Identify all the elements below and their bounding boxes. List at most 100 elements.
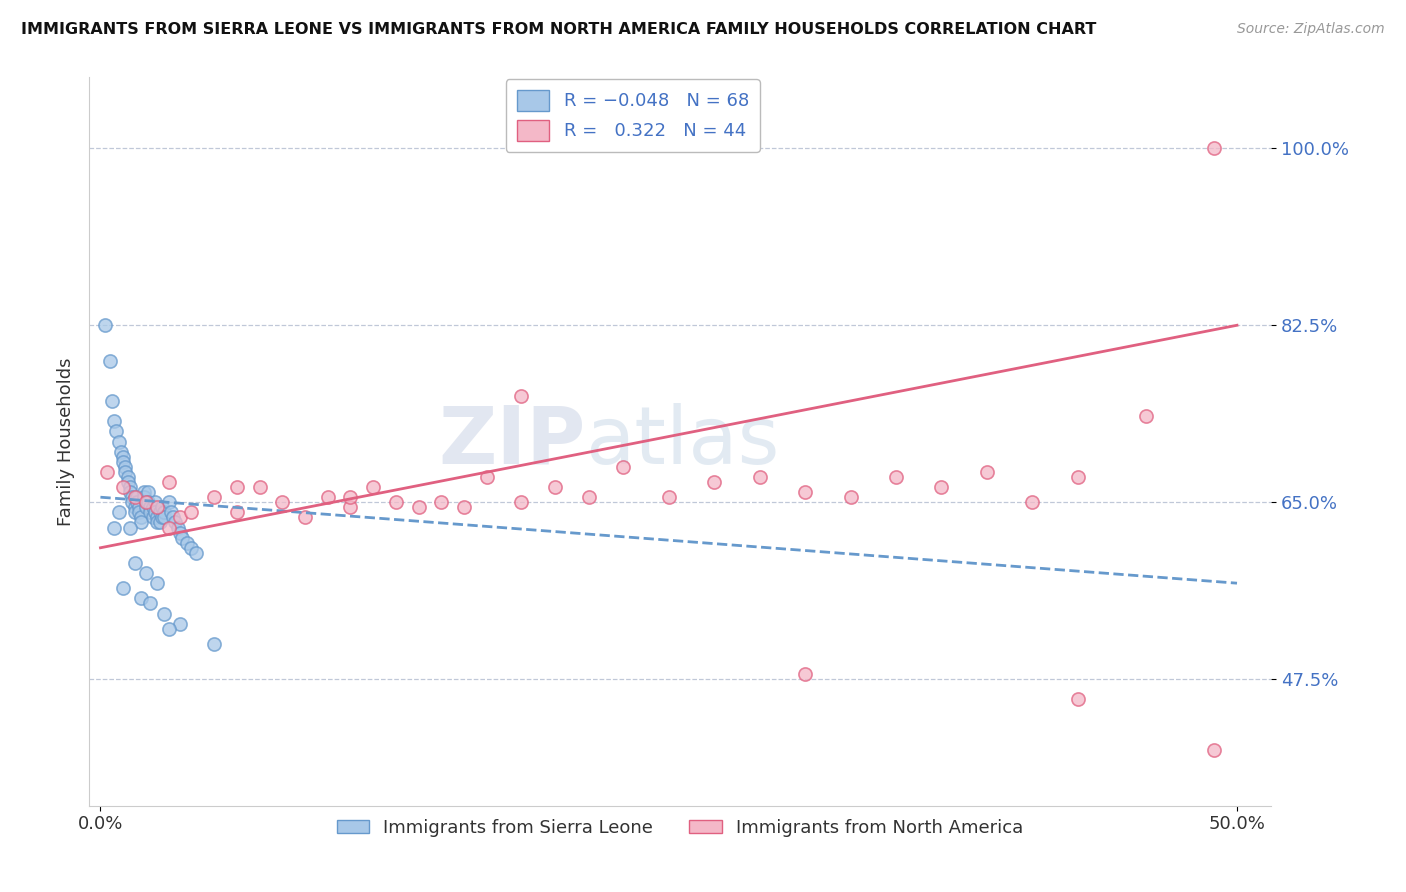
Point	[96, 465, 118, 479]
Point	[1204, 141, 1226, 155]
Point	[510, 495, 533, 509]
Point	[124, 500, 146, 515]
Point	[1135, 409, 1157, 424]
Point	[166, 520, 188, 534]
Point	[658, 490, 681, 504]
Point	[165, 516, 187, 530]
Legend: Immigrants from Sierra Leone, Immigrants from North America: Immigrants from Sierra Leone, Immigrants…	[329, 812, 1031, 844]
Point	[453, 500, 475, 515]
Point	[385, 495, 408, 509]
Point	[249, 480, 271, 494]
Point	[339, 490, 361, 504]
Point	[184, 546, 207, 560]
Point	[132, 485, 155, 500]
Point	[112, 455, 135, 469]
Point	[112, 480, 135, 494]
Point	[98, 353, 121, 368]
Point	[146, 516, 169, 530]
Text: Source: ZipAtlas.com: Source: ZipAtlas.com	[1237, 22, 1385, 37]
Text: atlas: atlas	[585, 402, 780, 481]
Point	[135, 566, 157, 580]
Point	[408, 500, 430, 515]
Point	[94, 318, 117, 333]
Point	[118, 480, 141, 494]
Point	[157, 475, 180, 489]
Point	[131, 510, 153, 524]
Point	[153, 607, 176, 621]
Point	[150, 500, 173, 515]
Point	[124, 505, 146, 519]
Point	[135, 495, 157, 509]
Point	[169, 510, 191, 524]
Point	[510, 389, 533, 403]
Point	[839, 490, 862, 504]
Point	[139, 596, 162, 610]
Point	[316, 490, 339, 504]
Point	[105, 425, 128, 439]
Point	[135, 495, 157, 509]
Point	[612, 459, 634, 474]
Point	[150, 510, 173, 524]
Point	[430, 495, 453, 509]
Point	[703, 475, 725, 489]
Point	[117, 470, 139, 484]
Point	[118, 520, 141, 534]
Point	[148, 516, 170, 530]
Point	[148, 505, 170, 519]
Point	[112, 581, 135, 595]
Point	[225, 480, 247, 494]
Point	[931, 480, 953, 494]
Point	[1021, 495, 1043, 509]
Point	[157, 520, 180, 534]
Point	[180, 541, 202, 555]
Point	[202, 490, 225, 504]
Point	[101, 394, 124, 409]
Point	[139, 500, 162, 515]
Point	[103, 520, 125, 534]
Point	[107, 434, 129, 449]
Point	[884, 470, 907, 484]
Point	[146, 576, 169, 591]
Point	[142, 510, 165, 524]
Point	[153, 505, 176, 519]
Point	[294, 510, 316, 524]
Point	[125, 490, 148, 504]
Point	[110, 444, 132, 458]
Point	[128, 505, 150, 519]
Point	[976, 465, 998, 479]
Point	[339, 500, 361, 515]
Point	[748, 470, 770, 484]
Point	[124, 490, 146, 504]
Point	[157, 495, 180, 509]
Point	[128, 500, 150, 515]
Point	[153, 510, 176, 524]
Point	[117, 475, 139, 489]
Point	[794, 667, 817, 681]
Point	[160, 505, 183, 519]
Point	[1204, 743, 1226, 757]
Y-axis label: Family Households: Family Households	[58, 358, 75, 525]
Point	[169, 525, 191, 540]
Point	[114, 459, 136, 474]
Point	[169, 616, 191, 631]
Point	[121, 490, 143, 504]
Point	[578, 490, 600, 504]
Point	[1067, 470, 1090, 484]
Point	[794, 485, 817, 500]
Point	[225, 505, 247, 519]
Point	[180, 505, 202, 519]
Point	[271, 495, 294, 509]
Point	[142, 500, 165, 515]
Point	[143, 495, 166, 509]
Point	[124, 556, 146, 570]
Point	[157, 622, 180, 636]
Point	[143, 505, 166, 519]
Point	[136, 495, 159, 509]
Point	[114, 465, 136, 479]
Point	[146, 500, 169, 515]
Point	[118, 485, 141, 500]
Point	[131, 591, 153, 606]
Point	[162, 510, 184, 524]
Point	[112, 450, 135, 464]
Point	[132, 490, 155, 504]
